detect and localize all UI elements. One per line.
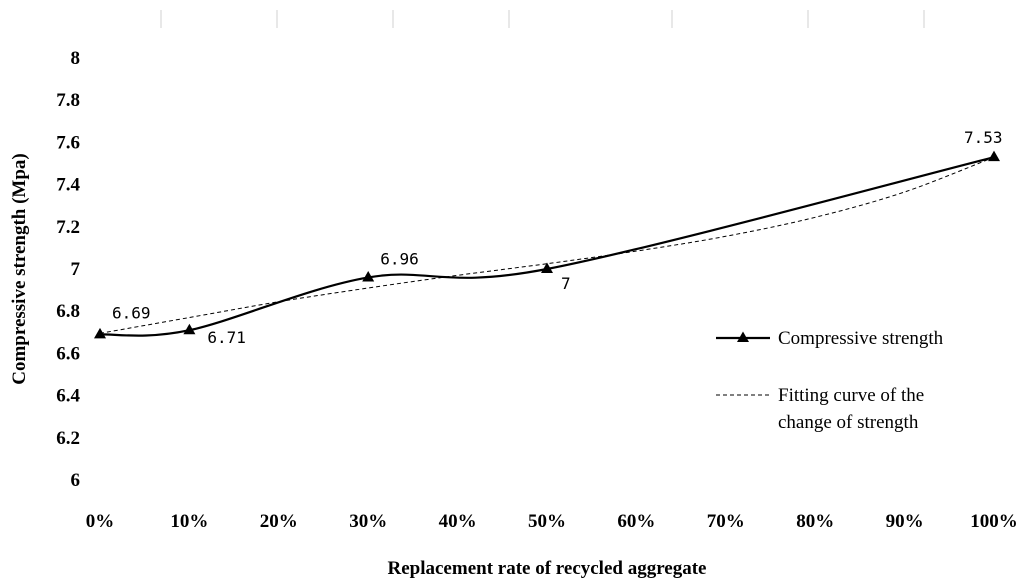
fitting-curve-series (99, 156, 995, 334)
x-tick-label: 80% (796, 511, 834, 532)
data-point-marker (541, 262, 553, 273)
x-tick-label: 50% (528, 511, 566, 532)
fitting-curve-line (99, 156, 995, 334)
y-tick-label: 7.6 (56, 132, 80, 153)
y-tick-label: 7.4 (56, 175, 80, 196)
y-tick-label: 6 (71, 470, 81, 491)
legend-label-fitting-curve-line1: Fitting curve of the (778, 385, 924, 406)
y-axis-ticks: 6 6.2 6.4 6.6 6.8 7 7.2 7.4 7.6 7.8 8 (56, 48, 80, 491)
y-tick-label: 7.2 (56, 217, 80, 238)
x-tick-label: 90% (886, 511, 924, 532)
y-tick-label: 6.2 (56, 428, 80, 449)
data-point-marker (362, 270, 375, 282)
data-labels: 6.69 6.71 6.96 7 7.53 (112, 128, 1003, 347)
x-axis-title: Replacement rate of recycled aggregate (388, 558, 707, 579)
legend-triangle-marker (737, 331, 749, 342)
data-point-marker (94, 327, 106, 339)
x-tick-label: 30% (349, 511, 387, 532)
x-tick-label: 70% (707, 511, 745, 532)
legend-label-fitting-curve-line2: change of strength (778, 412, 919, 433)
y-axis-title: Compressive strength (Mpa) (9, 153, 30, 385)
compressive-strength-series (94, 150, 1000, 339)
y-tick-label: 7.8 (56, 90, 80, 111)
compressive-strength-line (99, 156, 995, 337)
x-tick-label: 10% (170, 511, 208, 532)
y-tick-label: 6.8 (56, 301, 80, 322)
legend-label-compressive-strength: Compressive strength (778, 328, 944, 349)
data-point-marker (988, 150, 1000, 162)
data-label: 6.71 (207, 328, 246, 347)
x-tick-label: 0% (86, 511, 115, 532)
data-label: 6.96 (380, 249, 419, 268)
legend: Compressive strength Fitting curve of th… (716, 328, 944, 433)
top-tick-marks (160, 10, 925, 28)
x-tick-label: 40% (439, 511, 477, 532)
y-tick-label: 7 (71, 259, 81, 280)
x-tick-label: 20% (260, 511, 298, 532)
y-tick-label: 8 (71, 48, 81, 69)
data-point-marker (183, 323, 196, 335)
x-tick-label: 100% (970, 511, 1018, 532)
x-tick-label: 60% (617, 511, 655, 532)
data-label: 6.69 (112, 303, 151, 322)
data-label: 7.53 (964, 128, 1003, 147)
x-axis-ticks: 0% 10% 20% 30% 40% 50% 60% 70% 80% 90% 100% (86, 511, 1018, 532)
y-tick-label: 6.4 (56, 386, 80, 407)
data-label: 7 (561, 274, 571, 293)
y-tick-label: 6.6 (56, 343, 80, 364)
